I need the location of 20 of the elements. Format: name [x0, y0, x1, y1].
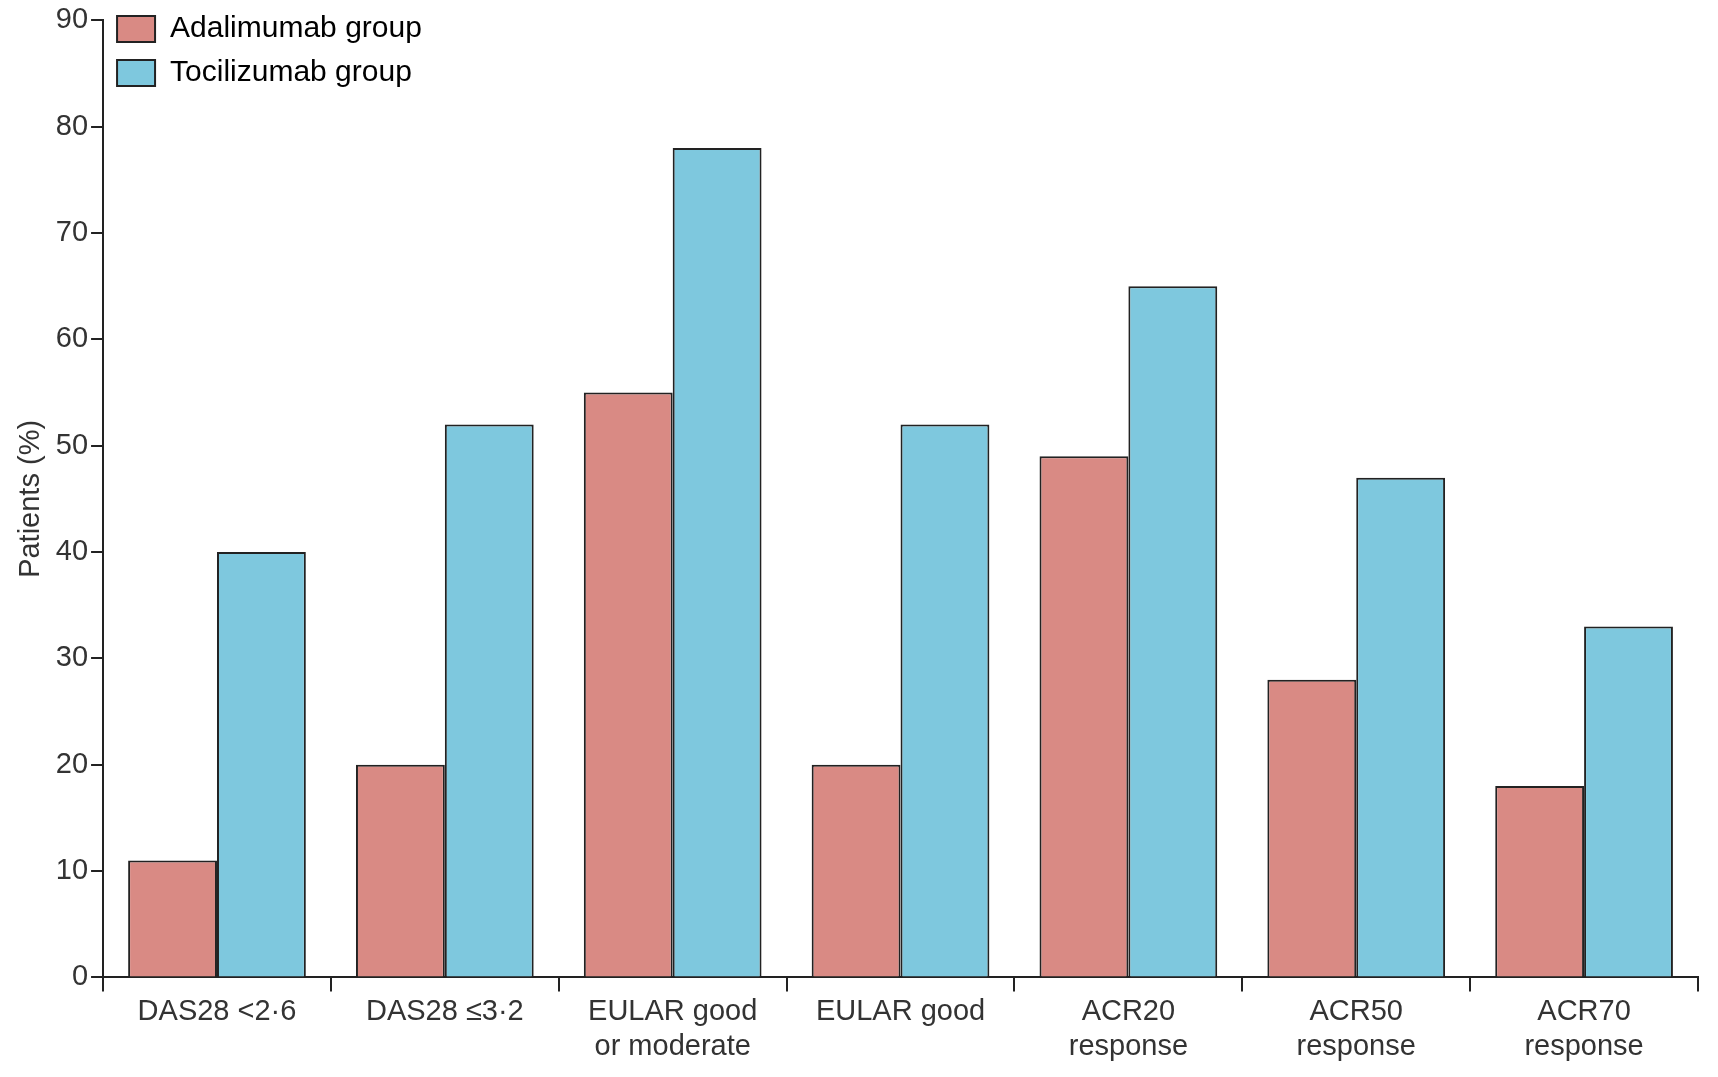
- x-tick-label: ACR70 response: [1524, 993, 1644, 1061]
- y-tick-label: 0: [71, 959, 89, 992]
- legend-label: Adalimumab group: [170, 10, 422, 44]
- y-tick-label: 40: [55, 534, 89, 567]
- y-tick-label: 60: [55, 321, 89, 354]
- x-tick-label: DAS28 <2·6: [137, 993, 297, 1026]
- x-tick-label: ACR20 response: [1068, 993, 1189, 1061]
- x-tick-label: DAS28 ≤3·2: [365, 993, 524, 1026]
- x-tick-label: ACR50 response: [1296, 993, 1416, 1061]
- y-tick-label: 30: [55, 640, 89, 673]
- y-tick-label: 80: [55, 108, 89, 141]
- y-tick-label: 20: [55, 746, 89, 779]
- legend-label: Tocilizumab group: [170, 54, 412, 88]
- y-tick-label: 90: [55, 2, 89, 35]
- y-tick-label: 50: [55, 427, 89, 460]
- y-tick-label: 70: [55, 215, 89, 248]
- y-axis-title: Patients (%): [13, 419, 46, 578]
- x-tick-label: EULAR good: [815, 993, 986, 1026]
- x-tick-label: EULAR good or moderate: [588, 993, 758, 1061]
- y-tick-label: 10: [55, 853, 89, 886]
